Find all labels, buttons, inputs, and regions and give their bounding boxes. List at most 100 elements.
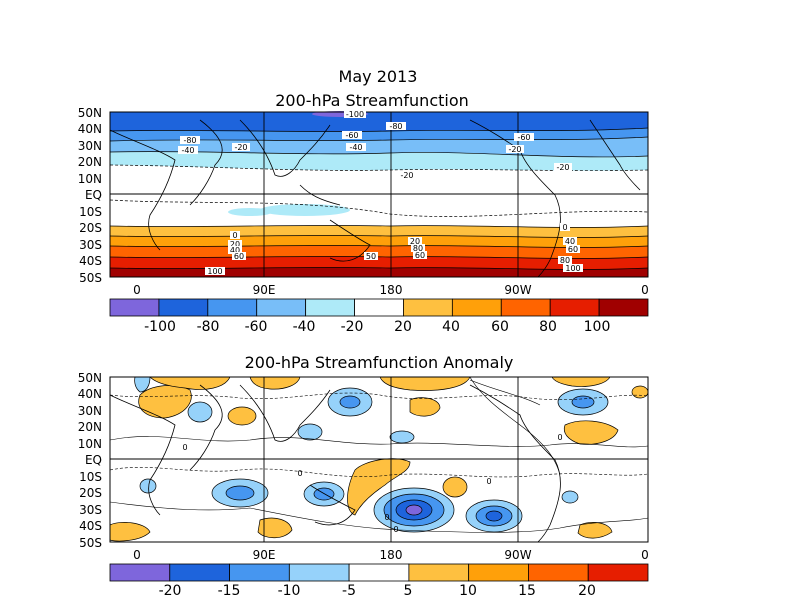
colorbar-swatch xyxy=(229,563,290,582)
lat-label: 20S xyxy=(79,221,102,235)
colorbar-swatch xyxy=(169,563,230,582)
bottom-map-panel xyxy=(109,376,649,543)
bottom-grid xyxy=(110,377,648,542)
svg-text:20: 20 xyxy=(230,240,240,249)
svg-text:100: 100 xyxy=(565,264,580,273)
top-panel-title: 200-hPa Streamfunction xyxy=(275,91,469,110)
lat-label: 50S xyxy=(79,271,102,285)
lat-label: 50N xyxy=(78,371,102,385)
bottom-colorbar xyxy=(109,563,649,582)
contour-label: 60 xyxy=(413,251,427,260)
top-contour-labels: -100 -80 -60 -40 -20 -20 -80 -60 -40 -20… xyxy=(178,110,583,276)
colorbar-swatch xyxy=(500,298,551,317)
contour-label: -80 xyxy=(386,122,406,131)
colorbar-swatch xyxy=(598,298,649,317)
top-colorbar-labels: -100 -80 -60 -40 -20 20 40 60 80 100 xyxy=(144,319,610,335)
contour-label: 0 xyxy=(557,433,562,442)
bottom-colorbar-labels: -20 -15 -10 -5 5 10 15 20 xyxy=(159,583,596,599)
colorbar-swatch xyxy=(451,298,502,317)
contour-label: -20 xyxy=(232,143,250,152)
bottom-contour-labels: 0 0 0 0 0 0 xyxy=(182,433,562,534)
contour-label: 100 xyxy=(563,264,583,273)
lon-label: 90W xyxy=(504,283,531,297)
colorbar-label: -15 xyxy=(218,583,241,599)
svg-text:-40: -40 xyxy=(349,143,362,152)
svg-text:0: 0 xyxy=(562,223,567,232)
neg-pocket-pacific xyxy=(260,204,350,216)
svg-text:80: 80 xyxy=(560,256,570,265)
lat-label: 10N xyxy=(78,172,102,186)
lon-label: 0 xyxy=(133,283,141,297)
lon-label: 0 xyxy=(641,548,649,562)
contour-label: -20 xyxy=(398,171,416,180)
svg-text:-40: -40 xyxy=(181,146,194,155)
top-grid xyxy=(110,112,648,277)
svg-text:80: 80 xyxy=(413,244,423,253)
lat-label: 30N xyxy=(78,404,102,418)
svg-text:-20: -20 xyxy=(234,143,247,152)
svg-text:60: 60 xyxy=(234,252,244,261)
lon-label: 90E xyxy=(253,283,276,297)
svg-text:20: 20 xyxy=(410,237,420,246)
colorbar-label: 60 xyxy=(491,319,509,335)
colorbar-label: -5 xyxy=(342,583,356,599)
colorbar-label: 20 xyxy=(394,319,412,335)
lon-label: 180 xyxy=(380,548,403,562)
top-map-panel xyxy=(109,111,649,278)
colorbar-swatch xyxy=(158,298,209,317)
contour-label: 40 xyxy=(563,237,577,246)
colorbar-label: -60 xyxy=(245,319,268,335)
colorbar-label: -40 xyxy=(293,319,316,335)
contour-label: 80 xyxy=(558,256,572,265)
contour-label: 20 xyxy=(408,237,422,246)
lat-label: 40S xyxy=(79,519,102,533)
colorbar-swatch xyxy=(468,563,529,582)
svg-text:-60: -60 xyxy=(517,133,530,142)
colorbar-swatch xyxy=(354,298,404,317)
lat-label: 30S xyxy=(79,238,102,252)
lat-label: EQ xyxy=(85,188,102,202)
colorbar-swatch xyxy=(348,563,410,582)
contour-label: -20 xyxy=(554,163,572,172)
svg-text:-60: -60 xyxy=(345,131,358,140)
svg-text:-20: -20 xyxy=(556,163,569,172)
lat-label: 10S xyxy=(79,470,102,484)
colorbar-swatch xyxy=(109,298,160,317)
lat-label: 50S xyxy=(79,536,102,550)
colorbar-label: -100 xyxy=(144,319,176,335)
svg-text:50: 50 xyxy=(366,252,376,261)
svg-text:-20: -20 xyxy=(400,171,413,180)
svg-text:0: 0 xyxy=(232,231,237,240)
bottom-coastlines xyxy=(109,384,561,543)
colorbar-label: -20 xyxy=(341,319,364,335)
contour-label: 0 xyxy=(486,477,491,486)
svg-text:60: 60 xyxy=(415,251,425,260)
bottom-panel-title: 200-hPa Streamfunction Anomaly xyxy=(245,353,514,372)
figure-title: May 2013 xyxy=(339,67,418,86)
lat-label: 30N xyxy=(78,139,102,153)
colorbar-label: 40 xyxy=(442,319,460,335)
top-frame xyxy=(109,111,649,278)
lat-label: 20N xyxy=(78,155,102,169)
contour-label: 50 xyxy=(364,252,378,261)
bottom-contours xyxy=(109,376,649,533)
svg-text:40: 40 xyxy=(565,237,575,246)
colorbar-swatch xyxy=(528,563,589,582)
svg-text:100: 100 xyxy=(207,267,222,276)
lat-label: 50N xyxy=(78,106,102,120)
lon-label: 180 xyxy=(380,283,403,297)
contour-label: 0 xyxy=(560,223,570,232)
colorbar-swatch xyxy=(288,563,350,582)
negative-anomalies xyxy=(134,376,609,533)
colorbar-swatch xyxy=(408,563,470,582)
contour-label: -80 xyxy=(180,136,200,145)
lon-label: 90E xyxy=(253,548,276,562)
colorbar-swatch xyxy=(256,298,307,317)
colorbar-label: 10 xyxy=(459,583,477,599)
band-pos100 xyxy=(110,267,648,277)
bottom-frame xyxy=(109,376,649,543)
lat-label: 40S xyxy=(79,254,102,268)
contour-label: 40 xyxy=(228,246,242,255)
colorbar-swatch xyxy=(305,298,355,317)
